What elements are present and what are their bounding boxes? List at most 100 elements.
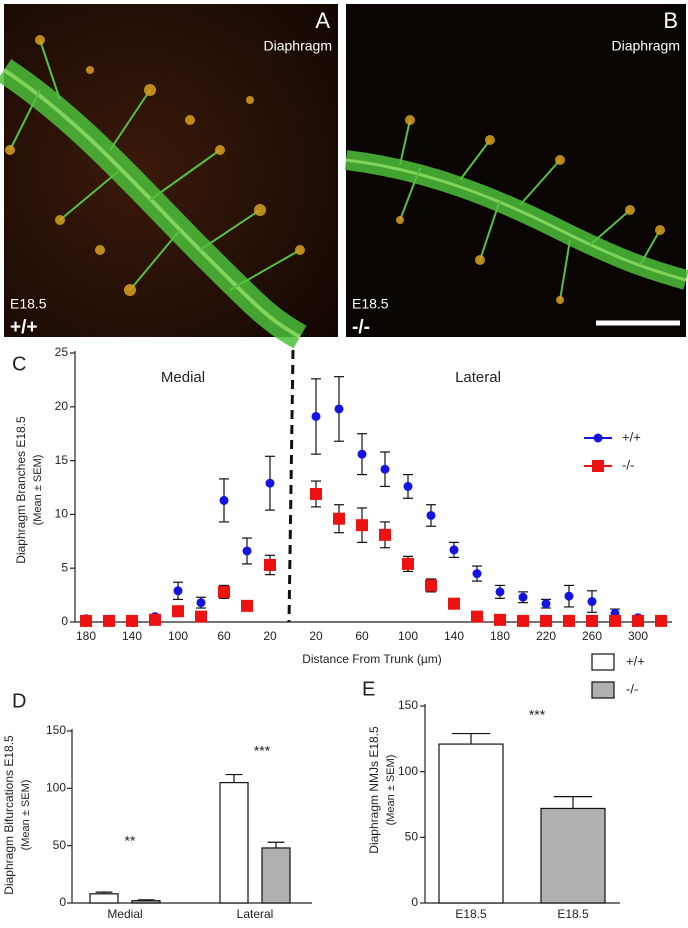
marker [265,478,275,488]
bar [131,900,161,904]
y-tick-label: 15 [55,453,69,467]
y-tick-label: 5 [61,560,68,574]
marker [517,614,529,627]
marker [541,599,551,609]
marker [379,528,391,541]
marker [80,614,92,627]
marker [540,614,552,627]
marker [196,598,206,608]
marker [402,557,414,570]
marker [587,597,597,607]
marker [449,545,459,555]
genotype-label: +/+ [10,317,37,338]
marker [149,613,161,626]
bar [540,807,606,904]
legend-swatch [591,653,615,671]
y-axis-label: Diaphragm Bifurcations E18.5 [2,735,16,895]
marker [195,610,207,623]
y-tick-label: 50 [405,830,419,844]
marker [241,599,253,612]
y-tick-label: 25 [55,345,69,359]
x-axis-label: Distance From Trunk (µm) [302,652,442,666]
annotation: Medial [161,369,205,386]
marker [218,585,230,598]
divider [287,349,295,623]
marker [586,614,598,627]
marker [632,614,644,627]
panel-letter: A [315,8,330,33]
marker [403,481,413,491]
marker [242,546,252,556]
legend-swatch [591,681,615,699]
marker [655,614,667,627]
legend-label: +/+ [622,429,641,444]
annotation: ** [125,833,136,849]
bar [219,781,249,904]
marker [564,591,574,601]
marker [357,449,367,459]
x-tick-label: E18.5 [557,907,589,921]
y-tick-label: 50 [53,838,67,852]
marker [334,404,344,414]
genotype-label: -/- [352,317,370,338]
marker [494,613,506,626]
x-tick-label: 300 [628,629,648,643]
y-tick-label: 100 [46,781,66,795]
annotation: *** [254,743,271,759]
marker [426,510,436,520]
marker [126,614,138,627]
marker [264,558,276,571]
marker [356,519,368,532]
marker [333,512,345,525]
y-axis-label: (Mean ± SEM) [20,780,32,851]
legend-marker [592,460,604,472]
y-tick-label: 150 [398,698,418,712]
marker [103,614,115,627]
x-tick-label: 180 [490,629,510,643]
marker [173,586,183,596]
y-tick-label: 0 [59,895,66,909]
legend-label: -/- [626,681,638,696]
marker [563,614,575,627]
marker [472,569,482,579]
bar [261,847,291,904]
x-tick-label: 180 [76,629,96,643]
tissue-label: Diaphragm [612,38,680,54]
age-label: E18.5 [10,296,47,312]
x-tick-label: Medial [107,907,142,921]
x-tick-label: 220 [536,629,556,643]
marker [425,579,437,592]
x-tick-label: 260 [582,629,602,643]
x-tick-label: Lateral [237,907,274,921]
legend-label: -/- [622,457,634,472]
panel-letter: E [362,678,375,700]
marker [310,487,322,500]
bar [89,893,119,904]
marker [172,605,184,618]
x-tick-label: 140 [444,629,464,643]
y-axis-label: (Mean ± SEM) [32,455,44,526]
marker [518,592,528,602]
legend-label: +/+ [626,653,645,668]
x-tick-label: 100 [168,629,188,643]
x-tick-label: 140 [122,629,142,643]
y-axis-label: Diaphragm NMJs E18.5 [367,726,381,854]
marker [219,495,229,505]
annotation: *** [529,707,546,723]
y-axis-label: (Mean ± SEM) [385,755,397,826]
annotation: Lateral [455,369,501,386]
y-axis-label: Diaphragm Branches E18.5 [14,416,28,564]
legend-marker [593,433,603,443]
panel-letter: C [12,353,26,375]
age-label: E18.5 [352,296,389,312]
micrograph-a [0,4,338,349]
y-tick-label: 0 [411,895,418,909]
x-tick-label: 60 [217,629,231,643]
marker [609,614,621,627]
x-tick-label: 20 [263,629,277,643]
micrograph-b [344,4,688,337]
x-tick-label: 20 [309,629,323,643]
marker [471,610,483,623]
